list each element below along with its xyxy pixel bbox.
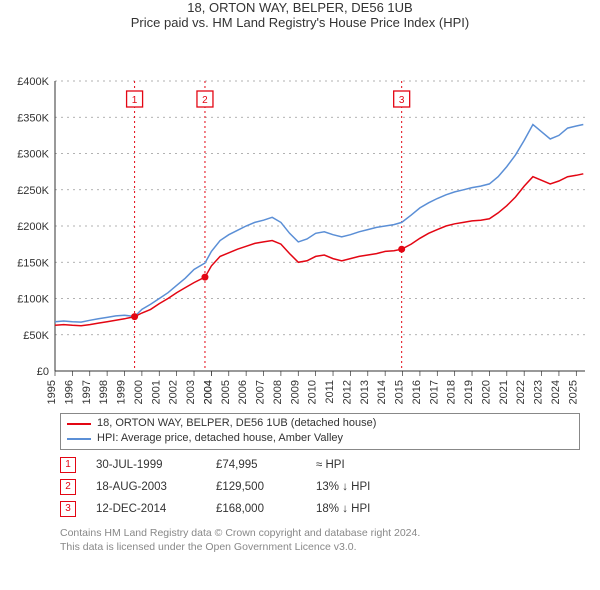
sale-date: 30-JUL-1999 [96,459,196,471]
svg-text:£100K: £100K [17,294,49,306]
svg-text:2011: 2011 [324,380,336,404]
svg-text:2020: 2020 [480,380,492,404]
legend-swatch-price-paid [67,423,91,425]
sale-date: 12-DEC-2014 [96,503,196,515]
svg-text:2022: 2022 [515,380,527,404]
sale-marker-badge: 2 [60,479,76,495]
svg-text:2014: 2014 [376,380,388,404]
svg-text:£350K: £350K [17,112,49,124]
sale-date: 18-AUG-2003 [96,481,196,493]
svg-text:£200K: £200K [17,221,49,233]
legend-item-price-paid: 18, ORTON WAY, BELPER, DE56 1UB (detache… [67,416,573,431]
sale-row: 2 18-AUG-2003 £129,500 13% ↓ HPI [60,476,580,498]
svg-text:2006: 2006 [237,380,249,404]
svg-text:2017: 2017 [428,380,440,404]
footnote-line1: Contains HM Land Registry data © Crown c… [60,526,580,540]
legend-label-price-paid: 18, ORTON WAY, BELPER, DE56 1UB (detache… [97,416,376,431]
svg-text:2016: 2016 [411,380,423,404]
svg-text:2007: 2007 [255,380,267,404]
svg-text:2004: 2004 [202,380,214,404]
chart-title-line2: Price paid vs. HM Land Registry's House … [0,15,600,30]
svg-text:1996: 1996 [63,380,75,404]
svg-text:£50K: £50K [23,330,49,342]
legend: 18, ORTON WAY, BELPER, DE56 1UB (detache… [60,413,580,450]
footnote-line2: This data is licensed under the Open Gov… [60,540,580,554]
svg-text:2023: 2023 [533,380,545,404]
svg-text:1995: 1995 [46,380,58,404]
svg-text:£300K: £300K [17,149,49,161]
sale-diff-vs-hpi: ≈ HPI [316,459,416,471]
sale-price: £74,995 [216,459,296,471]
svg-text:2000: 2000 [133,380,145,404]
chart-area: £0 £50K £100K £150K £200K £250K £300K £350K £400… [0,36,600,409]
sale-marker-badge: 3 [60,501,76,517]
svg-text:2012: 2012 [341,380,353,404]
svg-text:2008: 2008 [272,380,284,404]
svg-text:£400K: £400K [17,76,49,88]
svg-text:3: 3 [399,95,405,106]
svg-text:1997: 1997 [81,380,93,404]
svg-text:2001: 2001 [150,380,162,404]
svg-text:2025: 2025 [567,380,579,404]
sale-marker-badge: 1 [60,457,76,473]
svg-text:2018: 2018 [446,380,458,404]
legend-swatch-hpi [67,438,91,440]
svg-text:£0: £0 [37,366,49,378]
svg-text:2005: 2005 [220,380,232,404]
sale-row: 3 12-DEC-2014 £168,000 18% ↓ HPI [60,498,580,520]
svg-text:£250K: £250K [17,185,49,197]
svg-text:2013: 2013 [359,380,371,404]
legend-label-hpi: HPI: Average price, detached house, Ambe… [97,431,343,446]
svg-text:1998: 1998 [98,380,110,404]
sale-row: 1 30-JUL-1999 £74,995 ≈ HPI [60,454,580,476]
svg-text:2: 2 [202,95,208,106]
svg-text:2010: 2010 [307,380,319,404]
sale-price: £168,000 [216,503,296,515]
footnote: Contains HM Land Registry data © Crown c… [60,526,580,554]
price-chart-svg: £0 £50K £100K £150K £200K £250K £300K £350K £400… [0,36,600,406]
svg-text:2021: 2021 [498,380,510,404]
svg-text:2024: 2024 [550,380,562,404]
chart-title-line1: 18, ORTON WAY, BELPER, DE56 1UB [0,0,600,15]
sale-diff-vs-hpi: 18% ↓ HPI [316,503,416,515]
svg-text:2003: 2003 [185,380,197,404]
legend-item-hpi: HPI: Average price, detached house, Ambe… [67,431,573,446]
sale-price: £129,500 [216,481,296,493]
svg-text:2009: 2009 [289,380,301,404]
svg-text:1999: 1999 [116,380,128,404]
svg-text:2002: 2002 [168,380,180,404]
svg-text:£150K: £150K [17,257,49,269]
svg-text:2019: 2019 [463,380,475,404]
sale-events-table: 1 30-JUL-1999 £74,995 ≈ HPI 2 18-AUG-2003 £129… [60,454,580,520]
sale-diff-vs-hpi: 13% ↓ HPI [316,481,416,493]
svg-text:1: 1 [132,95,138,106]
svg-text:2015: 2015 [394,380,406,404]
